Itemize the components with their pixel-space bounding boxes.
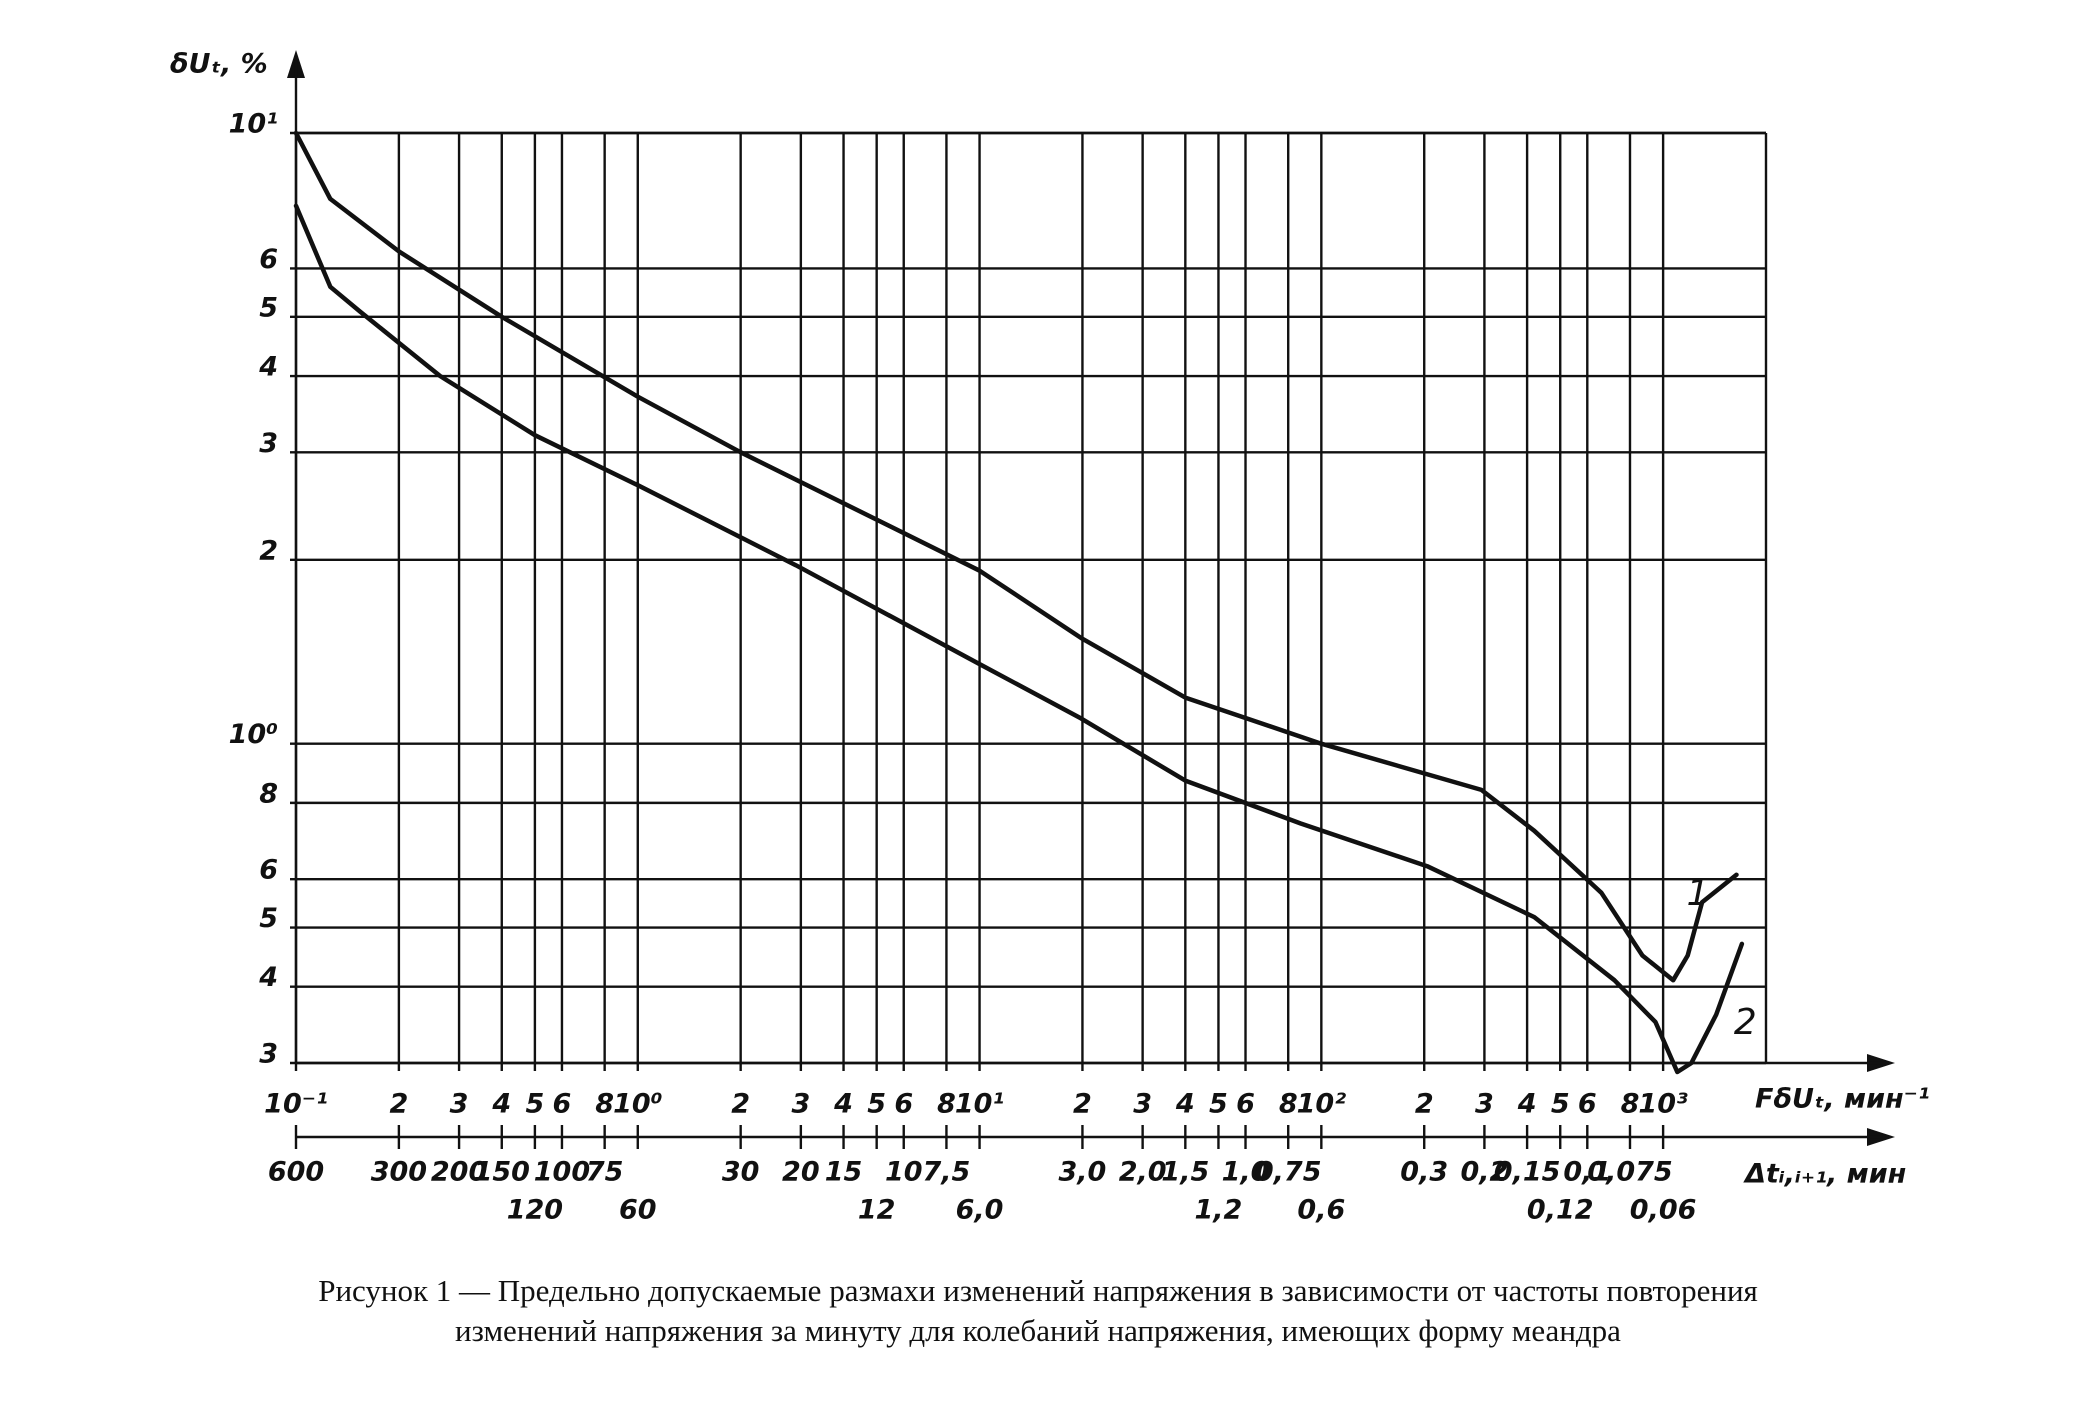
x-tick-label: 4 [491,1089,511,1120]
x2-tick-label: 60 [619,1195,657,1226]
x-tick-label: 4 [1175,1089,1195,1120]
x2-axis-label: Δtᵢ,ᵢ₊₁, мин [1743,1159,1906,1190]
x2-tick-label: 0,3 [1400,1157,1448,1188]
x-tick-label: 10¹ [955,1089,1004,1120]
x-tick-label: 10³ [1638,1089,1688,1120]
x-tick-label: 5 [867,1089,886,1120]
x2-tick-label: 7,5 [923,1157,971,1188]
x2-tick-label: 30 [722,1157,760,1188]
y-tick-label: 3 [259,428,278,459]
x2-tick-label: 0,12 [1527,1195,1594,1226]
x2-tick-label: 2,0 [1119,1157,1167,1188]
x-tick-label: 4 [833,1089,853,1120]
x-tick-label: 3 [1133,1089,1152,1120]
x-tick-label: 8 [1621,1089,1640,1120]
x2-tick-label: 0,6 [1297,1195,1345,1226]
x2-tick-label: 6,0 [956,1195,1004,1226]
x2-tick-label: 1,2 [1195,1195,1243,1226]
x-tick-label: 10⁰ [613,1089,663,1120]
y-tick-label: 6 [259,244,278,275]
x2-tick-label: 600 [268,1157,324,1188]
x2-tick-label: 20 [782,1157,820,1188]
x-tick-label: 3 [1475,1089,1494,1120]
x-tick-label: 2 [389,1089,408,1120]
series-line [293,130,1739,983]
x-tick-label: 3 [450,1089,469,1120]
x2-tick-label: 200 [431,1157,487,1188]
x-tick-label: 10² [1297,1089,1347,1120]
x-tick-label: 3 [791,1089,810,1120]
x-tick-label: 4 [1517,1089,1537,1120]
x2-tick-label: 0,15 [1494,1157,1561,1188]
series-line [293,203,1745,1075]
x-tick-label: 5 [525,1089,544,1120]
y-tick-label: 8 [259,778,278,809]
caption: изменений напряжения за минуту для колеб… [455,1313,1621,1348]
series-label: 2 [1734,1002,1757,1043]
series-label: 1 [1687,873,1710,914]
x-axis-label: FδUₜ, мин⁻¹ [1755,1084,1930,1115]
x2-tick-label: 300 [371,1157,427,1188]
y-tick-label: 4 [258,962,278,993]
y-tick-label: 10⁰ [229,719,279,750]
y-tick-label: 5 [259,903,278,934]
y-axis-label: δUₜ, % [170,49,268,80]
y-tick-label: 5 [259,292,278,323]
x2-tick-label: 150 [474,1157,530,1188]
x-tick-label: 10⁻¹ [264,1089,328,1120]
x2-tick-label: 3,0 [1059,1157,1107,1188]
x-tick-label: 5 [1551,1089,1570,1120]
x-tick-label: 2 [1415,1089,1434,1120]
x2-tick-label: 1,0 [1222,1157,1270,1188]
caption: Рисунок 1 — Предельно допускаемые размах… [318,1273,1758,1308]
x-tick-label: 2 [731,1089,750,1120]
x2-tick-label: 75 [586,1157,624,1188]
y-tick-label: 10¹ [229,109,278,140]
y-tick-label: 3 [259,1039,278,1070]
x-tick-label: 6 [894,1089,913,1120]
y-tick-label: 6 [259,855,278,886]
x2-tick-label: 100 [534,1157,590,1188]
x2-tick-label: 0,1 [1563,1157,1611,1188]
axis-arrow [1867,1054,1895,1072]
x-tick-label: 2 [1073,1089,1092,1120]
y-tick-label: 2 [259,535,278,566]
x-tick-label: 8 [595,1089,614,1120]
x2-tick-label: 12 [858,1195,896,1226]
x-tick-label: 8 [937,1089,956,1120]
x-tick-label: 5 [1209,1089,1228,1120]
x2-tick-label: 1,5 [1161,1157,1209,1188]
x-tick-label: 6 [1578,1089,1597,1120]
x-tick-label: 6 [1236,1089,1255,1120]
axis-arrow [1867,1128,1895,1146]
x-tick-label: 6 [553,1089,572,1120]
x-tick-label: 8 [1279,1089,1298,1120]
x2-tick-label: 0,06 [1630,1195,1697,1226]
y-tick-label: 4 [258,352,278,383]
x2-tick-label: 15 [825,1157,863,1188]
x2-tick-label: 120 [507,1195,563,1226]
x2-tick-label: 10 [885,1157,923,1188]
x2-tick-label: 0,75 [1255,1157,1322,1188]
x2-tick-label: 0,2 [1460,1157,1508,1188]
x2-tick-label: 0,075 [1587,1157,1672,1188]
